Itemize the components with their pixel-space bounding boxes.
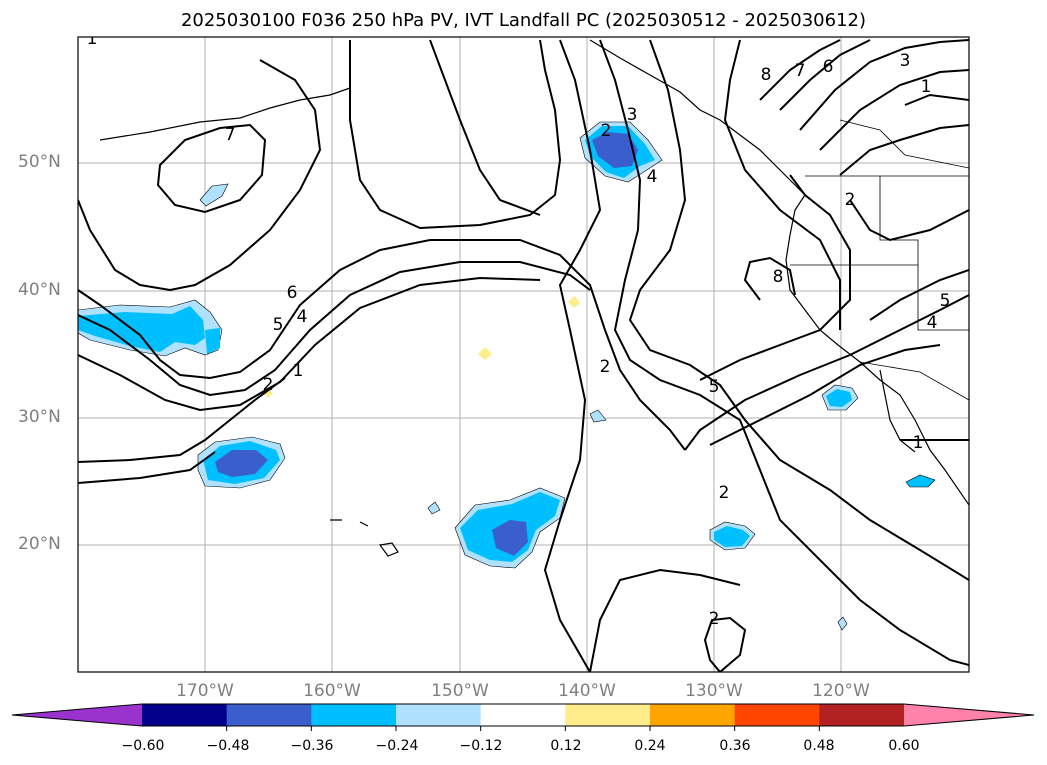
colorbar-segments	[12, 704, 1034, 731]
contour-label: 3	[900, 51, 911, 71]
contour-label: 8	[761, 65, 772, 85]
lat-label: 30°N	[18, 407, 61, 427]
lon-label: 160°W	[303, 681, 361, 701]
contour-label: 2	[600, 357, 611, 377]
pv-anomaly-shading	[78, 121, 936, 631]
colorbar-segment	[734, 704, 820, 726]
contour-label: 2	[719, 483, 730, 503]
contour-label: 4	[647, 167, 658, 187]
colorbar-segment	[565, 704, 651, 726]
colorbar-segment	[819, 704, 905, 726]
colorbar-tick-label: 0.36	[719, 738, 751, 754]
lon-label: 170°W	[176, 681, 234, 701]
colorbar-segment	[396, 704, 482, 726]
contour-label: 2	[263, 375, 274, 395]
lon-label: 130°W	[685, 681, 743, 701]
lat-label: 40°N	[18, 280, 61, 300]
colorbar-tick-label: −0.12	[459, 738, 503, 754]
colorbar-segment	[226, 704, 312, 726]
contour-label: 2	[845, 190, 856, 210]
contour-label: 7	[795, 61, 806, 81]
colorbar-tick-label: 0.12	[550, 738, 582, 754]
colorbar-tick-label: −0.48	[206, 738, 250, 754]
contour-label: 6	[823, 57, 834, 77]
contour-label: 2	[601, 121, 612, 141]
colorbar-extend-high	[904, 704, 1034, 726]
colorbar-tick-label: −0.36	[290, 738, 334, 754]
contour-label: 3	[627, 105, 638, 125]
colorbar-tick-label: 0.24	[634, 738, 666, 754]
contour-label: 5	[273, 315, 284, 335]
colorbar-segment	[650, 704, 736, 726]
contour-label: 1	[921, 77, 932, 97]
lat-label: 20°N	[18, 534, 61, 554]
colorbar-tick-label: −0.60	[121, 738, 165, 754]
contour-label: 7	[225, 125, 236, 145]
contour-label: 5	[709, 377, 720, 397]
colorbar-tick-label: 0.48	[803, 738, 835, 754]
lon-label: 120°W	[812, 681, 870, 701]
colorbar-tick-label: 0.60	[888, 738, 920, 754]
contour-label: 1	[87, 29, 98, 49]
map-title: 2025030100 F036 250 hPa PV, IVT Landfall…	[180, 10, 867, 31]
contour-label: 4	[297, 307, 308, 327]
ivt-contours	[78, 39, 969, 672]
colorbar-segment	[142, 704, 228, 726]
contour-labels: 1 7 2 3 4 5 6 8 7 6 3 1 8 2 5 4 5 4 2 1 …	[87, 29, 951, 629]
map-frame	[77, 36, 970, 673]
lat-label: 50°N	[18, 152, 61, 172]
contour-label: 1	[293, 361, 304, 381]
colorbar-extend-low	[12, 704, 142, 726]
contour-label: 2	[709, 609, 720, 629]
contour-label: 8	[773, 267, 784, 287]
lon-label: 150°W	[431, 681, 489, 701]
lon-label: 140°W	[558, 681, 616, 701]
contour-label: 5	[940, 291, 951, 311]
contour-label: 6	[287, 283, 298, 303]
contour-label: 4	[927, 313, 938, 333]
contour-label: 1	[913, 433, 924, 453]
colorbar-segment	[311, 704, 397, 726]
colorbar-segment	[480, 704, 566, 726]
colorbar-tick-label: −0.24	[375, 738, 419, 754]
